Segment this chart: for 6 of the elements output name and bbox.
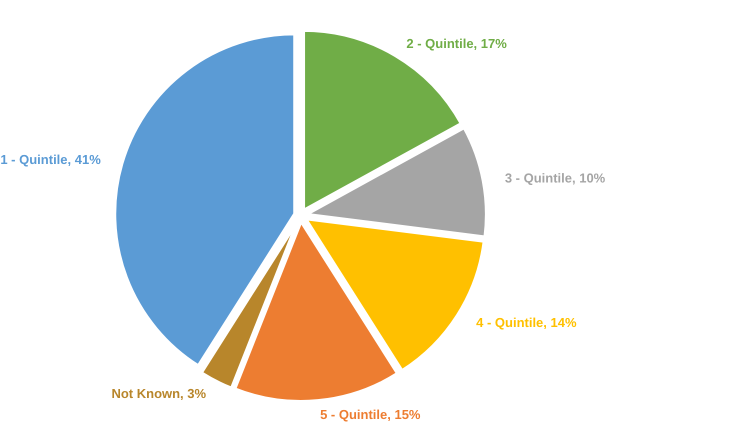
slice-label: 4 - Quintile, 14%	[476, 315, 577, 330]
slice-label: Not Known, 3%	[111, 386, 207, 402]
slice-label: 5 - Quintile, 15%	[320, 407, 421, 422]
slice-label: 1 - Quintile, 41%	[0, 152, 102, 168]
slice-label: 2 - Quintile, 17%	[406, 36, 508, 51]
slice-label: 3 - Quintile, 10%	[504, 170, 606, 186]
